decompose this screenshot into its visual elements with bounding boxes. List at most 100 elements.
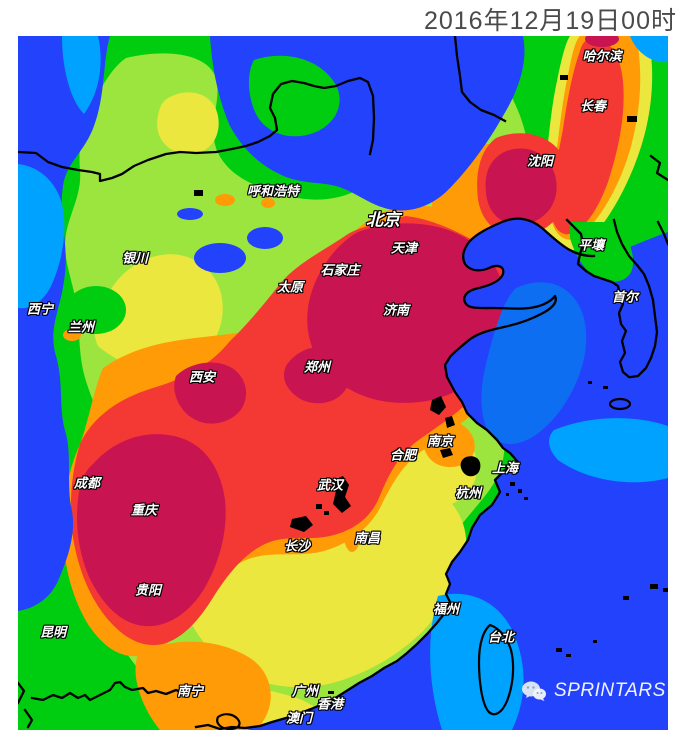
island-korea-south-1 bbox=[603, 386, 608, 389]
city-label-seoul: 首尔 bbox=[611, 289, 639, 305]
field-orange-nanjing bbox=[421, 418, 475, 468]
island-zhoushan-2 bbox=[518, 489, 522, 493]
city-label-xining: 西宁 bbox=[26, 301, 54, 317]
city-label-nanchang: 南昌 bbox=[353, 530, 381, 546]
field-orange-nanning bbox=[135, 641, 271, 730]
field-green-xining bbox=[66, 286, 126, 334]
city-label-changsha: 长沙 bbox=[283, 538, 311, 554]
border-vietnam bbox=[30, 680, 186, 702]
wechat-icon bbox=[522, 681, 546, 701]
korea-coastline-west bbox=[565, 218, 631, 379]
hainan-outline bbox=[216, 713, 241, 730]
city-label-zhengzhou: 郑州 bbox=[303, 359, 331, 375]
field-yellow-north bbox=[157, 92, 219, 155]
coastline-bohai-east-china bbox=[194, 217, 596, 730]
lake-gaoyou bbox=[445, 416, 455, 428]
lake-hongze bbox=[430, 396, 446, 415]
field-crimson-ne-top-spot bbox=[585, 36, 619, 47]
field-orange-spot-hohhot-1 bbox=[215, 194, 235, 206]
field-blue-lake-yinchuan bbox=[177, 208, 203, 220]
island-se-coast-1 bbox=[593, 640, 597, 643]
field-blue-pocket-nw-2 bbox=[247, 227, 283, 249]
city-label-hongkong: 香港 bbox=[316, 696, 344, 712]
city-label-tianjin: 天津 bbox=[390, 240, 418, 256]
city-label-nanjing: 南京 bbox=[426, 433, 454, 449]
aerosol-forecast-map: 哈尔滨长春沈阳呼和浩特北京天津 平壤银川石家庄 太原首尔西宁 济南兰州郑州西安南京 合肥… bbox=[18, 36, 668, 730]
city-label-fuzhou: 福州 bbox=[432, 601, 460, 617]
field-lightblue-west-band bbox=[18, 164, 65, 309]
border-korea-north bbox=[656, 220, 668, 246]
korea-coastline-east bbox=[612, 218, 659, 379]
field-crimson-sichuan bbox=[77, 434, 226, 627]
city-label-macau: 澳门 bbox=[285, 710, 313, 726]
island-ryukyu-2 bbox=[650, 584, 658, 589]
city-label-jinan: 济南 bbox=[382, 302, 410, 318]
field-blue-pocket-nw-1 bbox=[194, 243, 246, 273]
page-title: 2016年12月19日00时 bbox=[423, 7, 677, 35]
city-label-wuhan: 武汉 bbox=[316, 477, 344, 493]
city-label-yinchuan: 银川 bbox=[121, 250, 149, 266]
border-northeast-vertical bbox=[453, 36, 507, 123]
island-korea-south-2 bbox=[588, 381, 592, 384]
sea-midblue-yellow-sea bbox=[481, 282, 587, 445]
city-label-hefei: 合肥 bbox=[389, 447, 417, 463]
city-label-taiyuan: 太原 bbox=[276, 279, 304, 295]
mark-hongkong-1 bbox=[328, 691, 334, 694]
city-label-lanzhou: 兰州 bbox=[67, 319, 95, 335]
taiwan-outline bbox=[477, 623, 515, 716]
island-se-coast-2 bbox=[556, 648, 562, 652]
watermark: SPRINTARS bbox=[521, 680, 666, 702]
field-crimson-shenyang bbox=[485, 148, 557, 226]
field-green-island-mongolia bbox=[248, 55, 340, 137]
border-myanmar bbox=[18, 681, 34, 729]
city-label-taipei: 台北 bbox=[487, 629, 515, 645]
lake-chaohu bbox=[440, 448, 453, 458]
city-label-chongqing: 重庆 bbox=[130, 502, 158, 518]
field-lightblue-nw-strip bbox=[62, 36, 101, 114]
field-orange-spot-lanzhou bbox=[63, 329, 81, 341]
island-ryukyu-1 bbox=[623, 596, 629, 600]
city-label-shenyang: 沈阳 bbox=[526, 153, 554, 169]
lake-wuhan-2 bbox=[324, 511, 329, 515]
jeju-island-outline bbox=[608, 397, 632, 411]
field-orange-spot-hohhot-2 bbox=[261, 198, 275, 208]
mark-harbin bbox=[560, 75, 568, 80]
sea-lightblue-taiwan bbox=[430, 593, 524, 730]
field-green-north-korea-band bbox=[570, 222, 634, 282]
field-crimson-zhengzhou bbox=[284, 347, 350, 404]
island-ryukyu-3 bbox=[663, 588, 668, 592]
city-label-nanning: 南宁 bbox=[176, 683, 204, 699]
city-label-pyongyang: 平壤 bbox=[577, 237, 605, 253]
island-zhoushan-3 bbox=[524, 497, 528, 500]
city-label-shanghai: 上海 bbox=[491, 460, 519, 476]
city-label-xian: 西安 bbox=[188, 369, 216, 385]
lake-poyang bbox=[333, 476, 351, 513]
pollution-field bbox=[18, 36, 668, 730]
city-label-hangzhou: 杭州 bbox=[454, 485, 482, 501]
city-label-kunming: 昆明 bbox=[39, 624, 67, 640]
city-label-changchun: 长春 bbox=[579, 98, 607, 114]
mark-macau bbox=[318, 700, 323, 703]
mark-hongkong-2 bbox=[336, 696, 340, 699]
lake-nw-mark bbox=[194, 190, 203, 196]
border-right-edge bbox=[649, 154, 668, 182]
city-label-guiyang: 贵阳 bbox=[134, 582, 162, 598]
island-zhoushan-1 bbox=[510, 482, 515, 486]
watermark-label: SPRINTARS bbox=[554, 680, 666, 701]
city-label-chengdu: 成都 bbox=[73, 475, 101, 491]
lake-taihu bbox=[460, 456, 481, 477]
field-lightblue-ne-corner bbox=[630, 36, 668, 63]
city-label-hohhot: 呼和浩特 bbox=[246, 183, 300, 199]
field-crimson-xian bbox=[174, 362, 247, 424]
sea-lightblue-korea-south bbox=[549, 418, 668, 483]
city-label-beijing: 北京 bbox=[366, 210, 400, 230]
city-label-guangzhou: 广州 bbox=[291, 683, 319, 699]
mark-changchun bbox=[627, 116, 637, 122]
city-label-shijiazhuang: 石家庄 bbox=[320, 262, 360, 278]
lake-dongting bbox=[290, 516, 313, 532]
island-chongming bbox=[506, 493, 509, 496]
island-se-coast-3 bbox=[566, 654, 571, 657]
city-label-harbin: 哈尔滨 bbox=[582, 48, 622, 64]
border-china-mongolia bbox=[18, 76, 376, 183]
